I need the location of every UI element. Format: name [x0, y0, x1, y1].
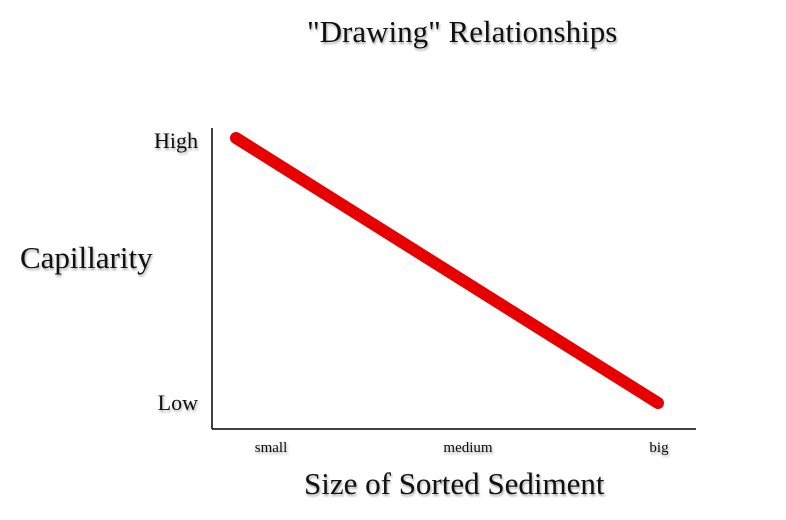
x-tick-label-big: big — [649, 440, 669, 456]
y-tick-label-high: High — [154, 128, 198, 153]
y-tick-label-low: Low — [158, 390, 198, 415]
y-axis-label: Capillarity — [20, 240, 153, 275]
chart-title: "Drawing" Relationships — [307, 14, 618, 49]
x-axis-label: Size of Sorted Sediment — [304, 466, 605, 501]
series-line — [230, 132, 664, 409]
x-tick-label-medium: medium — [443, 440, 492, 456]
x-tick-label-small: small — [255, 440, 288, 456]
